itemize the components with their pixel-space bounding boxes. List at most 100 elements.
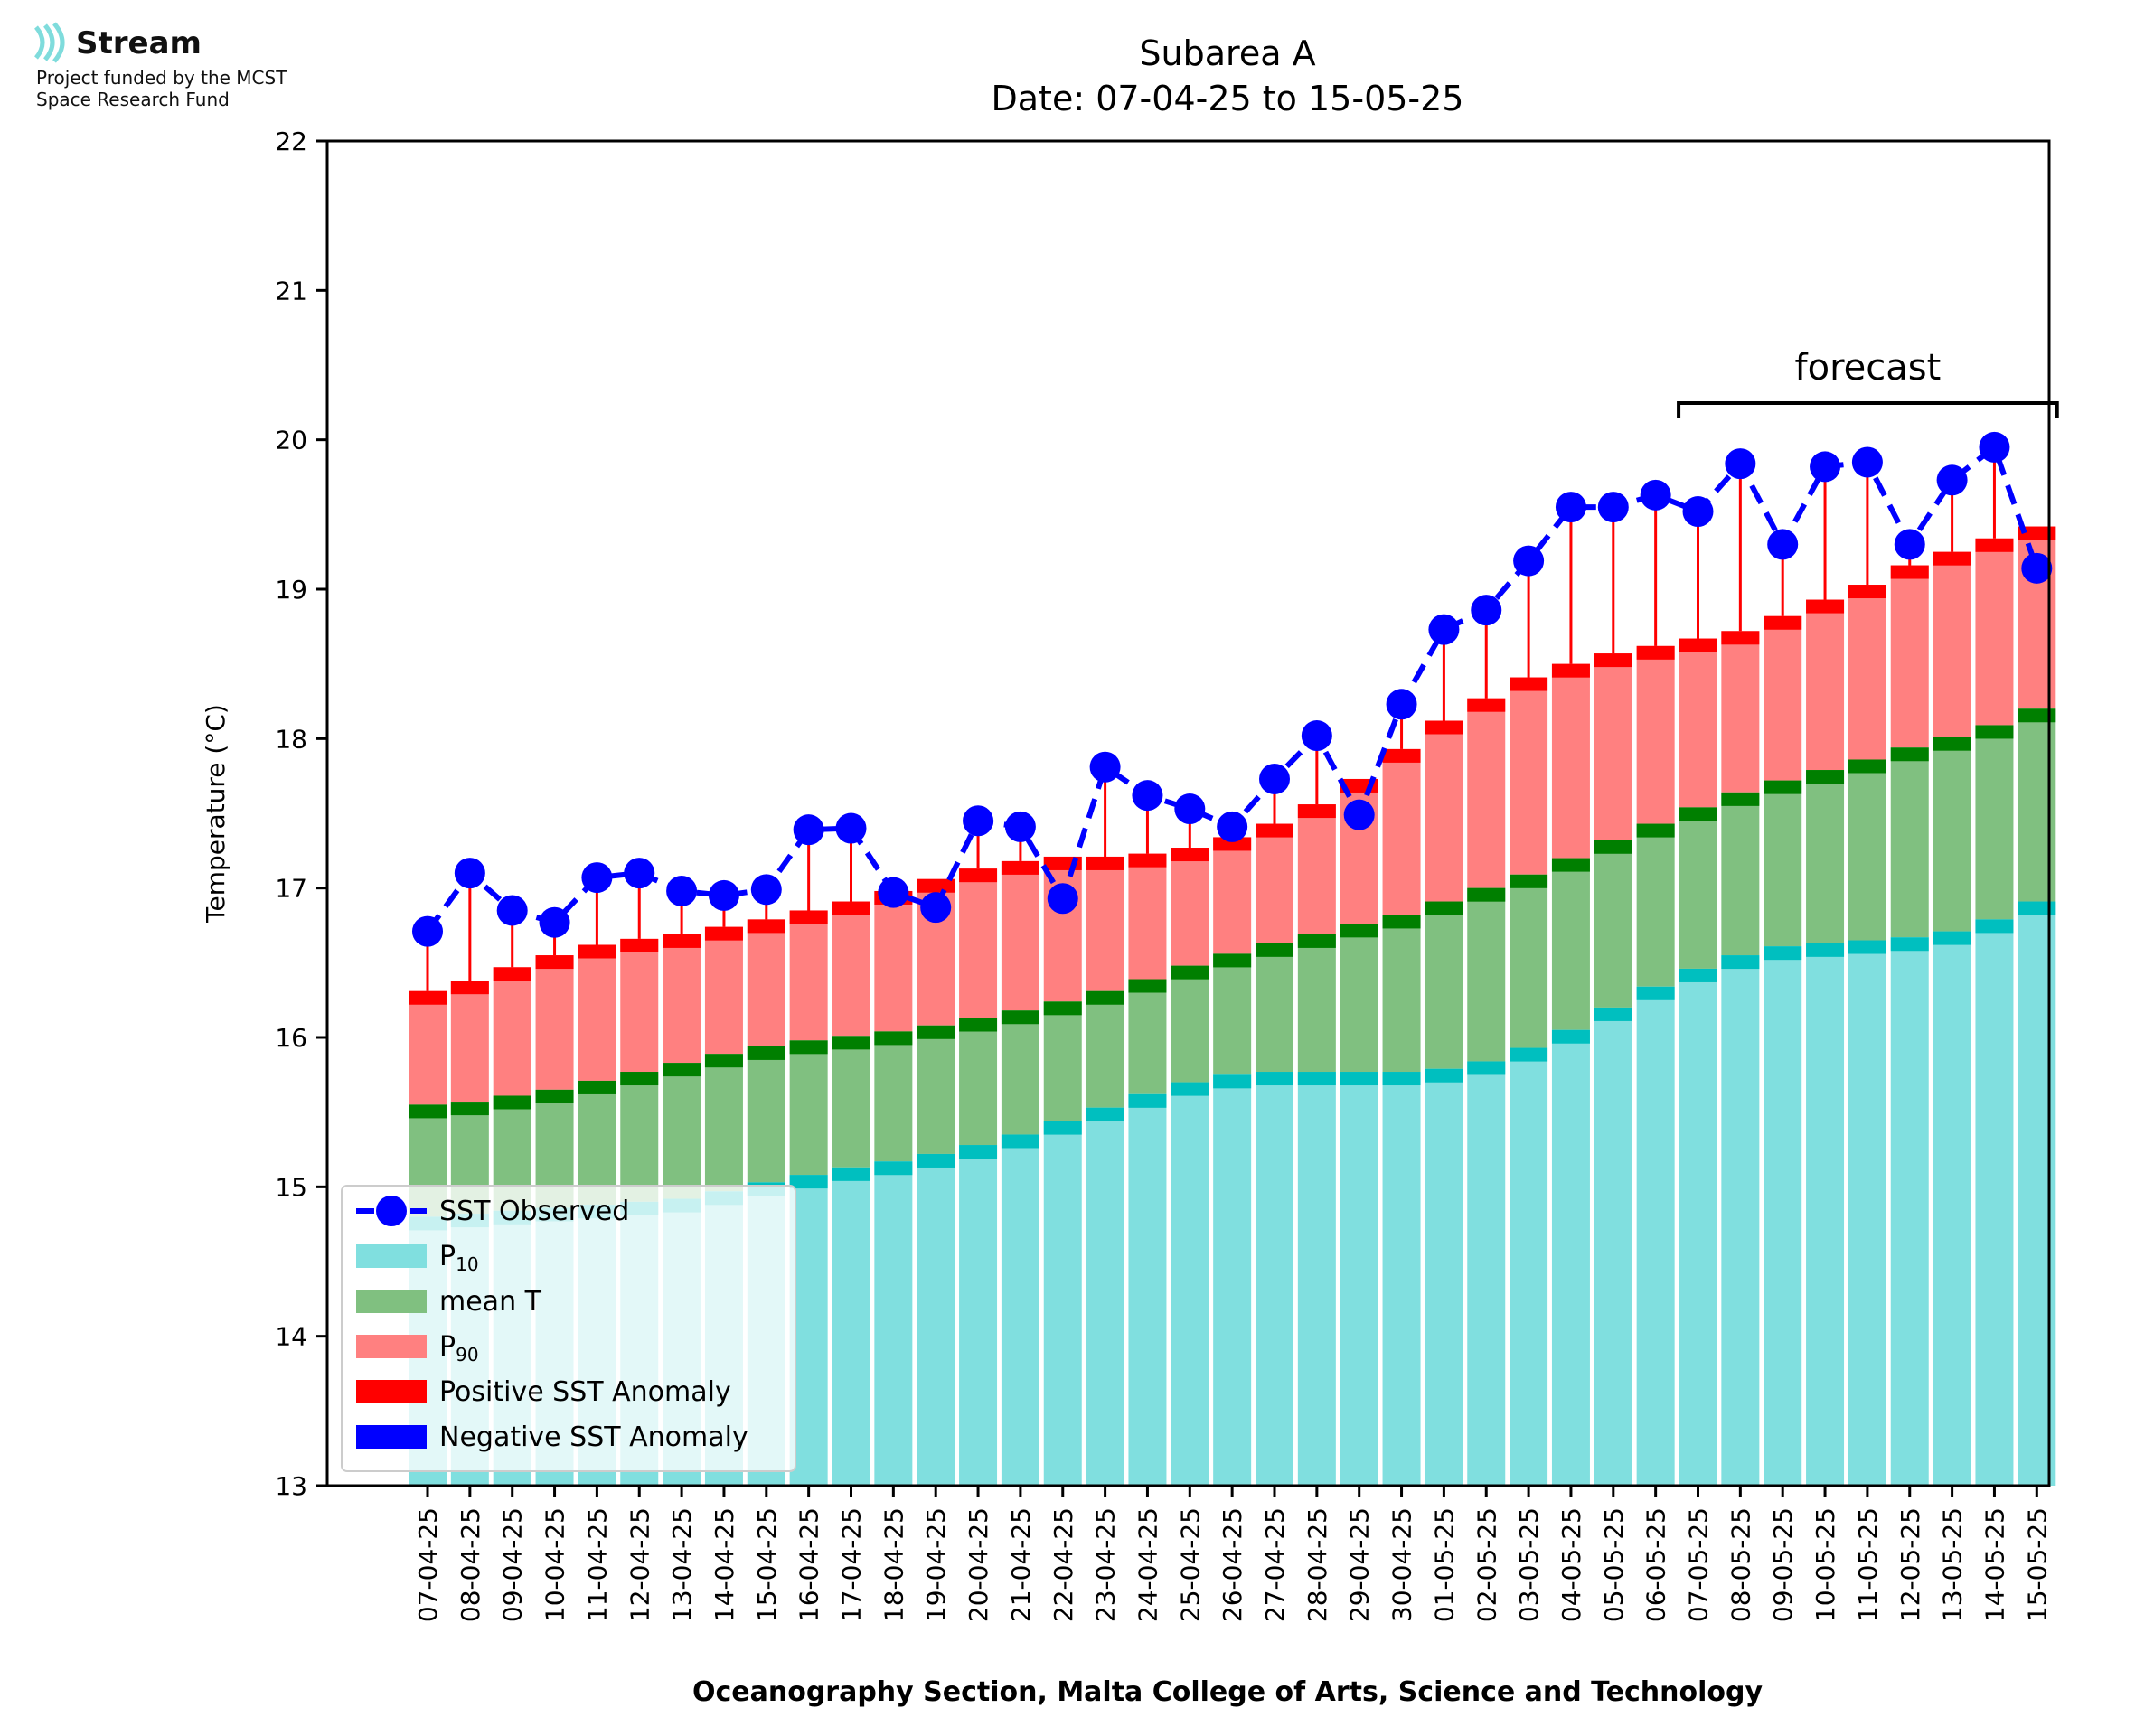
p90-marker (1594, 653, 1632, 668)
logo-line-2: Space Research Fund (36, 89, 230, 110)
p90-bar (1764, 615, 1802, 781)
p10-bar (1213, 1074, 1252, 1486)
p10-marker (1128, 1093, 1167, 1108)
p90-bar (620, 938, 659, 1073)
mean-bar (832, 1036, 870, 1168)
p90-marker (493, 967, 531, 981)
sst-observed-point (1259, 763, 1290, 794)
mean-bar (1636, 823, 1675, 987)
p10-bar (1806, 943, 1845, 1486)
mean-marker (1933, 737, 1971, 751)
mean-marker (1382, 915, 1421, 929)
p90-marker (450, 981, 489, 995)
mean-bar (1256, 943, 1293, 1073)
mean-marker (450, 1102, 489, 1116)
p90-bar (1933, 551, 1971, 737)
p90-marker (2018, 526, 2056, 540)
mean-marker (620, 1072, 659, 1086)
sst-observed-point (1555, 492, 1586, 523)
p10-marker (1551, 1029, 1590, 1044)
x-tick-label: 18-04-25 (879, 1507, 908, 1622)
sst-observed-point (1640, 479, 1671, 511)
x-tick-label: 25-04-25 (1175, 1507, 1205, 1622)
p10-bar (1043, 1121, 1082, 1486)
p90-marker (917, 878, 955, 893)
sst-observed-point (1682, 496, 1714, 528)
p90-marker (1213, 837, 1252, 851)
mean-bar (1721, 792, 1760, 956)
y-tick-label: 13 (275, 1471, 307, 1501)
p90-bar (1128, 853, 1167, 980)
mean-marker (874, 1031, 913, 1046)
sst-observed-point (1343, 799, 1375, 830)
x-tick-label: 22-04-25 (1049, 1507, 1078, 1622)
x-tick-label: 26-04-25 (1218, 1507, 1247, 1622)
p90-bar (874, 890, 913, 1032)
p10-marker (1001, 1134, 1039, 1149)
mean-marker (1043, 1001, 1082, 1016)
sst-observed-point (1810, 451, 1841, 483)
mean-marker (1764, 780, 1802, 794)
sst-observed-point (412, 915, 443, 947)
p10-marker (1171, 1082, 1209, 1096)
stream-logo: Stream Project funded by the MCST Space … (33, 22, 287, 110)
mean-bar (1043, 1001, 1082, 1121)
y-tick-label: 22 (275, 127, 307, 156)
p10-marker (1297, 1072, 1336, 1086)
x-tick-label: 15-04-25 (752, 1507, 782, 1622)
mean-bar (747, 1046, 785, 1183)
p90-marker (1764, 615, 1802, 630)
sst-observed-point (963, 805, 994, 837)
p90-marker (1975, 538, 2014, 552)
mean-marker (1128, 979, 1167, 993)
p10-bar (959, 1145, 998, 1486)
y-tick-label: 16 (275, 1023, 307, 1053)
y-tick-label: 19 (275, 575, 307, 605)
sst-observed-point (539, 906, 570, 938)
p90-bar (959, 868, 998, 1018)
x-tick-label: 12-04-25 (625, 1507, 654, 1622)
mean-bar (578, 1080, 616, 1206)
legend-label: P90 (439, 1331, 479, 1365)
mean-marker (1721, 792, 1760, 806)
p10-bar (1551, 1029, 1590, 1486)
p10-marker (1933, 931, 1971, 945)
p90-marker (1806, 599, 1845, 614)
sst-observed-point (1428, 614, 1460, 645)
p10-bar (1171, 1082, 1209, 1486)
legend-patch-swatch (356, 1425, 427, 1449)
p90-marker (1467, 698, 1506, 712)
mean-marker (747, 1046, 785, 1060)
forecast-label: forecast (1795, 347, 1942, 389)
x-tick-label: 28-04-25 (1303, 1507, 1332, 1622)
sst-observed-point (2021, 552, 2053, 584)
p90-marker (1128, 853, 1167, 868)
p90-bar (747, 919, 785, 1046)
p10-marker (874, 1161, 913, 1176)
sst-observed-point (750, 874, 782, 906)
p10-marker (1975, 919, 2014, 934)
p90-marker (1721, 631, 1760, 645)
p90-marker (1933, 551, 1971, 566)
mean-marker (832, 1036, 870, 1050)
x-tick-label: 17-04-25 (837, 1507, 867, 1622)
p90-marker (1679, 638, 1717, 652)
p90-marker (1890, 565, 1929, 579)
mean-bar (1382, 915, 1421, 1073)
x-tick-label: 01-05-25 (1429, 1507, 1459, 1622)
p90-marker (1425, 720, 1463, 735)
y-axis: 13 14 15 16 17 18 19 20 21 22 (275, 127, 327, 1501)
mean-marker (1636, 823, 1675, 838)
mean-marker (959, 1018, 998, 1032)
stream-wave-icon (33, 22, 65, 63)
mean-bar (917, 1025, 955, 1154)
p90-bar (1890, 565, 1929, 748)
p90-marker (535, 955, 574, 970)
mean-marker (2018, 708, 2056, 723)
y-tick-label: 20 (275, 426, 307, 455)
x-tick-label: 04-05-25 (1557, 1507, 1586, 1622)
x-tick-label: 09-05-25 (1768, 1507, 1798, 1622)
mean-marker (1256, 943, 1293, 957)
mean-bar (704, 1054, 743, 1192)
